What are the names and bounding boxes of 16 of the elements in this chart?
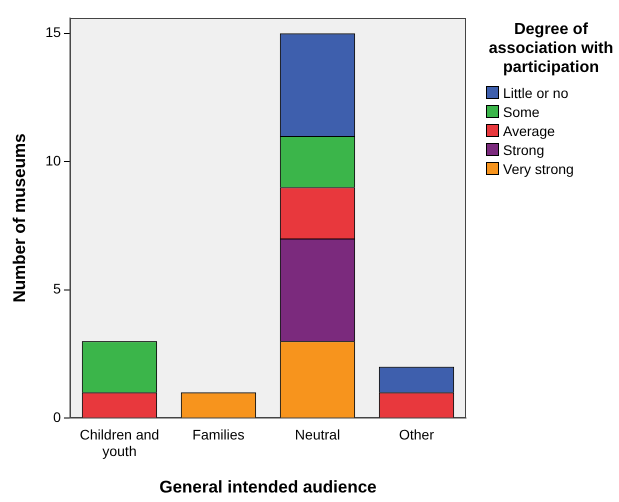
x-axis-title: General intended audience xyxy=(159,477,377,496)
y-tick-label: 15 xyxy=(45,24,62,40)
x-tick-label: Children and youth xyxy=(80,426,160,460)
legend-label: Average xyxy=(503,122,555,138)
legend-label: Strong xyxy=(503,142,544,158)
x-tick-label: Families xyxy=(192,426,245,442)
y-tick-label: 5 xyxy=(53,280,62,297)
y-tick-label: 10 xyxy=(45,152,62,168)
x-tick-label: Neutral xyxy=(294,426,340,442)
x-tick-label: Other xyxy=(398,426,434,442)
legend-title: Degree of association with participation xyxy=(488,20,614,77)
y-axis-title: Number of museums xyxy=(10,133,29,303)
legend-label: Little or no xyxy=(503,84,568,100)
legend-label: Some xyxy=(503,104,540,120)
y-tick-label: 0 xyxy=(53,408,62,425)
legend-label: Very strong xyxy=(503,160,574,176)
